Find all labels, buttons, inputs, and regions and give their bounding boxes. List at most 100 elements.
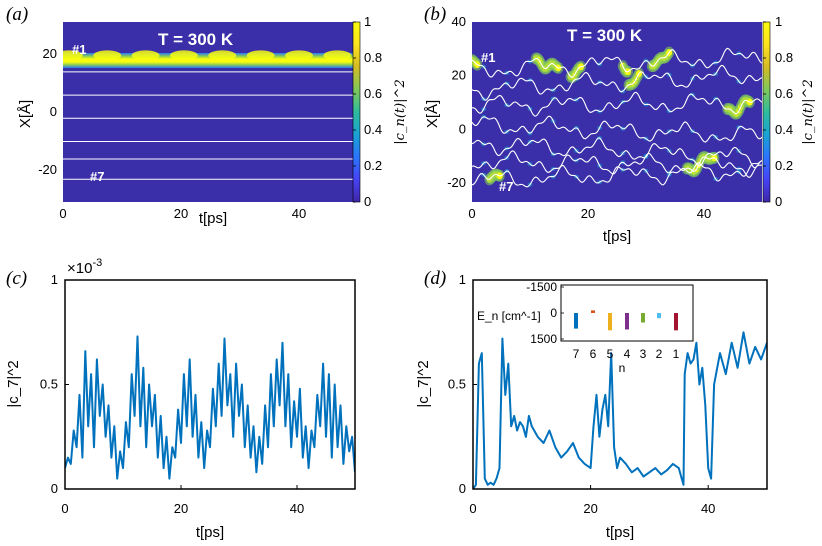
panel-b-y-tick-label: -20: [447, 175, 466, 190]
inset-x-tick-label: 1: [673, 347, 680, 361]
panel-c-y-ticks: 10.50: [40, 272, 69, 496]
inset-x-axis-label: n: [619, 361, 626, 375]
panel-a-colorbar-ticks: 1 0.8 0.6 0.4 0.2 0: [353, 14, 382, 209]
panel-d-x-tick-label: 20: [583, 501, 597, 516]
inset-x-tick-label: 7: [573, 347, 580, 361]
panel-a-colorbar: [352, 21, 361, 203]
panel-d-x-tick-label: 0: [469, 501, 476, 516]
panel-b-trajectory-site-7: [472, 160, 762, 188]
panel-b-colorbar-tick-label: 0.4: [775, 122, 793, 137]
panel-a-colorbar-tick-label: 0.4: [364, 122, 382, 137]
panel-b-trajectory-site-5: [472, 137, 762, 169]
panel-a-site-label-1: #1: [72, 42, 86, 57]
panel-a-title: T = 300 K: [158, 30, 234, 49]
panel-a-y-axis-label: X[Å]: [17, 100, 34, 128]
panel-b-y-tick-label: 40: [452, 14, 466, 29]
inset-y-axis-label: E_n [cm^-1]: [477, 309, 541, 323]
panel-a-population-blob: [285, 50, 313, 61]
panel-b-site-label-1: #1: [481, 50, 495, 65]
panel-a-colorbar-label: |c_n(t)|^2: [393, 79, 408, 144]
inset-y-tick-label: -1500: [526, 280, 557, 294]
panel-d-y-tick-label: 1: [459, 272, 466, 287]
panel-b-x-tick-label: 40: [697, 206, 711, 221]
panel-a-population-blob: [208, 50, 237, 61]
panel-b-x-tick-label: 20: [581, 206, 595, 221]
panel-b-colorbar-ticks: 1 0.8 0.6 0.4 0.2 0: [763, 14, 793, 209]
panel-c-label: (c): [6, 268, 27, 289]
panel-d-y-tick-label: 0: [459, 481, 466, 496]
panel-a-population-blob: [63, 50, 83, 61]
inset-y-tick-label: 0: [550, 306, 557, 320]
inset-x-tick-label: 5: [607, 347, 614, 361]
panel-a-x-tick-label: 0: [59, 206, 66, 221]
panel-a-site-label-7: #7: [90, 169, 104, 184]
panel-b-y-axis-label: X[Å]: [424, 100, 441, 128]
panel-d-x-tick-label: 40: [701, 501, 715, 516]
panel-b-colorbar-tick-label: 0.2: [775, 158, 793, 173]
panel-a-y-tick-label: 20: [43, 46, 57, 61]
inset-y-tick-label: 1500: [530, 332, 557, 346]
panel-a-site-lines: [63, 71, 358, 180]
panel-a-y-ticks: 20 0 -20: [38, 46, 57, 177]
panel-b-x-axis-label: t[ps]: [603, 228, 631, 245]
panel-d-y-tick-label: 0.5: [448, 377, 466, 392]
panel-c-y-axis-label: |c_7|^2: [5, 360, 22, 407]
panel-d-x-axis-label: t[ps]: [606, 524, 634, 541]
panel-b-y-tick-label: 0: [459, 121, 466, 136]
panel-b-heatmap-background: [472, 22, 762, 202]
panel-a: (a) T = 300 K #1 #7 20 0 -20 0 20 40 X[Å] t[…: [6, 4, 408, 227]
panel-b-site-label-7: #7: [499, 179, 513, 194]
panel-c-y-tick-label: 0.5: [40, 377, 58, 392]
panel-b-x-ticks: 0 20 40: [468, 206, 711, 221]
panel-a-y-tick-label: -20: [38, 162, 57, 177]
panel-a-population-blob: [131, 50, 160, 61]
panel-b-colorbar-tick-label: 0.8: [775, 50, 793, 65]
panel-d-series-line: [473, 331, 767, 489]
inset-bar-n6: [591, 310, 595, 313]
inset-bar-n3: [641, 313, 645, 323]
panel-a-colorbar-tick-label: 0.2: [364, 158, 382, 173]
panel-a-colorbar-tick-label: 0: [364, 194, 371, 209]
inset-x-tick-label: 4: [624, 347, 631, 361]
inset-bar-n5: [608, 313, 612, 331]
panel-b-site-trajectories: [472, 47, 762, 188]
panel-a-population-blob: [323, 50, 352, 61]
panel-b-colorbar-tick-label: 0.6: [775, 86, 793, 101]
panel-a-x-ticks: 0 20 40: [59, 206, 306, 221]
panel-b-colorbar-label: |c_n(t)|^2: [801, 79, 816, 144]
panel-c-y-tick-label: 0: [51, 481, 58, 496]
panel-c-y-tick-label: 1: [51, 272, 58, 287]
panel-c-axes-box: [64, 279, 356, 490]
panel-c-x-axis-label: t[ps]: [196, 524, 224, 541]
inset-bars: [574, 310, 678, 331]
panel-d-y-ticks: 10.50: [448, 272, 477, 496]
inset-x-tick-label: 6: [590, 347, 597, 361]
panel-b-trajectory-site-3: [472, 91, 762, 117]
panel-a-x-tick-label: 40: [292, 206, 306, 221]
panel-a-population-blob: [93, 50, 122, 61]
panel-b-y-tick-label: 20: [452, 68, 466, 83]
panel-c-x-ticks: 0 20 40: [61, 485, 304, 516]
panel-a-y-tick-label: 0: [50, 104, 57, 119]
panel-a-heatmap-background: [63, 22, 358, 202]
panel-b-trajectory-site-2: [472, 64, 762, 101]
panel-a-colorbar-tick-label: 0.8: [364, 50, 382, 65]
inset-x-tick-label: 3: [640, 347, 647, 361]
panel-b-trajectory-site-1: [472, 47, 762, 78]
inset-x-tick-label: 2: [656, 347, 663, 361]
panel-a-colorbar-tick-label: 1: [364, 14, 371, 29]
panel-b-trajectory-site-4: [472, 115, 762, 143]
panel-b-colorbar: [762, 21, 771, 203]
panel-d-x-ticks: 0 20 40: [469, 485, 715, 516]
panel-b-colorbar-tick-label: 1: [775, 14, 782, 29]
panel-a-population-blob: [246, 50, 275, 61]
panel-c: (c) 10.50 0 20 40 ×10-3 |c_7|^2 t[ps]: [5, 257, 356, 541]
panel-a-population-blob: [169, 50, 198, 61]
panel-d: (d) 10.50 0 20 40 |c_7|^2 t[ps] -150001500…: [415, 268, 768, 541]
panel-b-title: T = 300 K: [567, 26, 643, 45]
inset-bar-n4: [625, 313, 629, 330]
